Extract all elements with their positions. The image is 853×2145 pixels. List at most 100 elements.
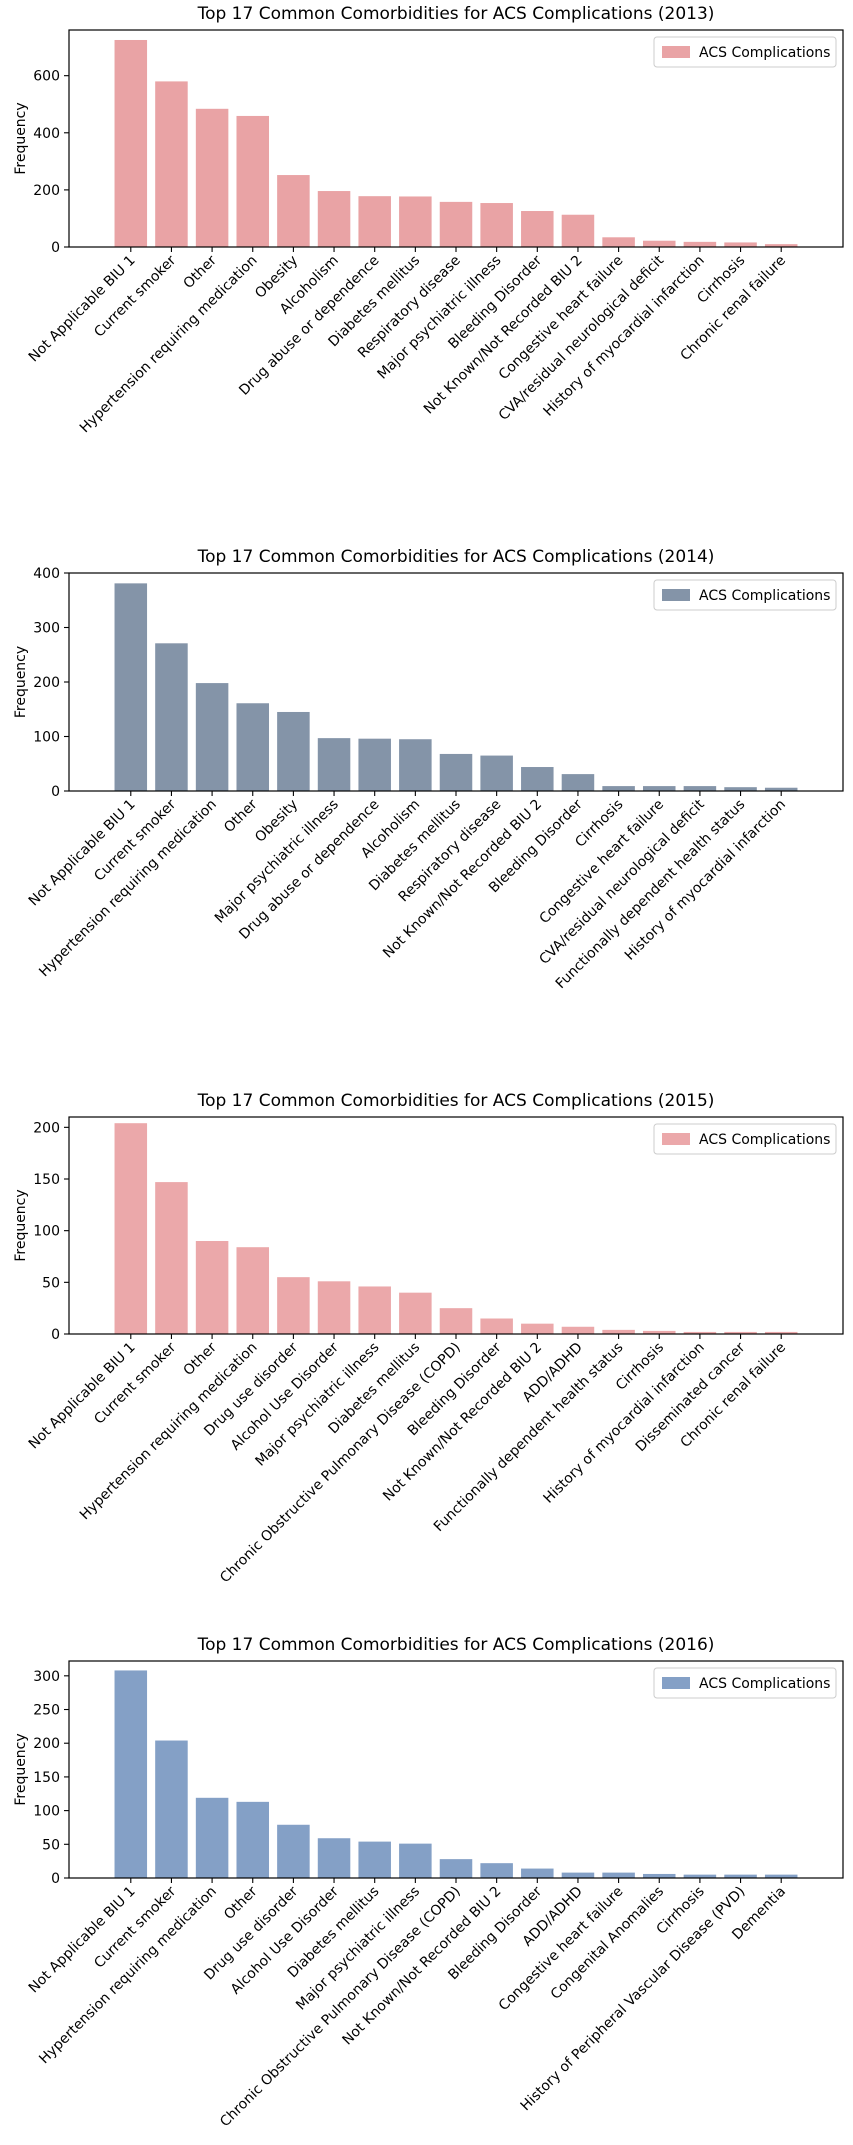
y-tick-label: 300 [33, 1669, 60, 1685]
bar [155, 1740, 188, 1878]
bar [399, 1292, 432, 1334]
legend-box [653, 579, 837, 611]
x-tick-label: Other [221, 796, 261, 836]
bar [236, 703, 270, 791]
bar [642, 240, 676, 247]
bar [480, 1863, 513, 1878]
bar [439, 1308, 473, 1334]
bar [602, 237, 635, 247]
legend-swatch [662, 589, 690, 601]
y-tick-label: 200 [33, 1120, 60, 1136]
bar [683, 1874, 717, 1878]
x-tick-label: Functionally dependent health status [431, 1340, 627, 1536]
bar [480, 755, 513, 791]
legend-box [653, 1123, 837, 1155]
legend-label: ACS Complications [699, 45, 830, 61]
bar [317, 191, 351, 247]
y-tick-label: 0 [51, 240, 60, 256]
bar [195, 683, 229, 791]
bar [764, 1874, 798, 1878]
x-tick-label: Hypertension requiring medication [36, 1884, 220, 2068]
chart-panel-4: Top 17 Common Comorbidities for ACS Comp… [13, 1635, 844, 2130]
bar [561, 214, 595, 247]
bar [642, 1873, 676, 1878]
legend-box [653, 36, 837, 68]
bar [155, 1182, 188, 1334]
y-axis-label: Frequency [13, 102, 29, 174]
bar [480, 203, 513, 247]
y-tick-label: 250 [33, 1703, 60, 1719]
bar [724, 1331, 757, 1334]
legend-label: ACS Complications [699, 1676, 830, 1692]
bar [521, 211, 554, 247]
bar [236, 1801, 270, 1878]
bar [358, 1286, 391, 1334]
x-tick-label: Other [221, 1883, 261, 1923]
bar [521, 1323, 554, 1334]
y-tick-label: 200 [33, 1736, 60, 1752]
bar [277, 175, 310, 247]
chart-panel-2: Top 17 Common Comorbidities for ACS Comp… [13, 547, 844, 993]
y-tick-label: 600 [33, 69, 60, 85]
bar [642, 1330, 676, 1334]
chart-title: Top 17 Common Comorbidities for ACS Comp… [197, 4, 715, 24]
bar [561, 1872, 595, 1878]
bar [155, 81, 188, 247]
y-tick-label: 400 [33, 126, 60, 142]
bar [683, 786, 717, 791]
legend-label: ACS Complications [699, 588, 830, 604]
bar [724, 1874, 757, 1878]
bar [277, 1277, 310, 1334]
chart-title: Top 17 Common Comorbidities for ACS Comp… [197, 547, 715, 567]
chart-panel-1: Top 17 Common Comorbidities for ACS Comp… [13, 4, 844, 436]
y-tick-label: 150 [33, 1172, 60, 1188]
y-tick-label: 100 [33, 1804, 60, 1820]
y-tick-label: 0 [51, 784, 60, 800]
x-tick-label: Other [180, 252, 220, 292]
bar [399, 1843, 432, 1878]
bar [683, 1331, 717, 1334]
bar [114, 1123, 148, 1334]
legend-swatch [662, 46, 690, 58]
bar [724, 787, 757, 791]
bar [399, 196, 432, 247]
bar [114, 583, 148, 791]
bar [236, 1247, 270, 1334]
bar [277, 1824, 310, 1878]
legend-box [653, 1667, 837, 1699]
y-tick-label: 200 [33, 675, 60, 691]
bar [195, 108, 229, 247]
bar [439, 753, 473, 791]
bar [602, 1872, 635, 1878]
bar [561, 1326, 595, 1334]
x-tick-label: Other [180, 1339, 220, 1379]
bar [764, 1331, 798, 1334]
y-tick-label: 100 [33, 1224, 60, 1240]
bar [724, 242, 757, 247]
y-tick-label: 200 [33, 183, 60, 199]
legend-swatch [662, 1133, 690, 1145]
legend-swatch [662, 1677, 690, 1689]
bar [358, 196, 391, 247]
x-tick-label: Functionally dependent health status [553, 797, 749, 993]
chart-title: Top 17 Common Comorbidities for ACS Comp… [197, 1091, 715, 1111]
bar [195, 1797, 229, 1878]
chart-panel-3: Top 17 Common Comorbidities for ACS Comp… [13, 1091, 844, 1586]
y-axis-label: Frequency [13, 1189, 29, 1261]
bar [439, 1859, 473, 1878]
bar [236, 115, 270, 247]
y-tick-label: 0 [51, 1327, 60, 1343]
bar [317, 1838, 351, 1878]
y-tick-label: 400 [33, 566, 60, 582]
bar [683, 241, 717, 247]
y-axis-label: Frequency [13, 646, 29, 718]
bar [114, 1670, 148, 1878]
y-tick-label: 100 [33, 730, 60, 746]
bar [358, 738, 391, 791]
bar [155, 643, 188, 791]
bar [317, 738, 351, 791]
bar [317, 1281, 351, 1334]
x-tick-label: Hypertension requiring medication [36, 797, 220, 981]
